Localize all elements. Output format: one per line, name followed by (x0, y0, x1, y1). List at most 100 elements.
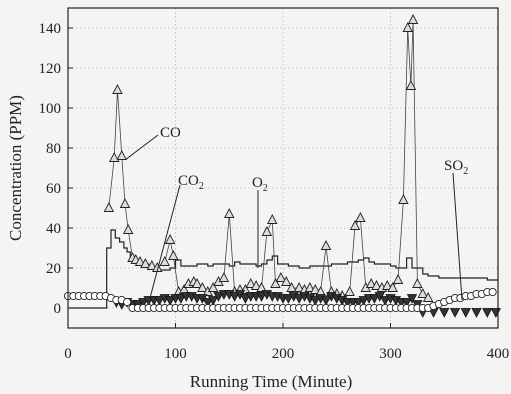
triangle-up-point (119, 198, 131, 208)
x-tick-label: 0 (64, 346, 72, 362)
triangle-down-point (164, 296, 176, 306)
triangle-up-point (250, 280, 262, 290)
triangle-down-point (320, 296, 332, 306)
triangle-up-point (320, 240, 332, 250)
triangle-up-point (116, 150, 127, 160)
annotation-label: CO2 (178, 173, 204, 192)
triangle-down-point (482, 308, 493, 318)
x-tick-label: 300 (379, 346, 402, 362)
triangle-down-point (471, 308, 482, 318)
series-layer (63, 14, 502, 318)
triangle-down-point (401, 298, 412, 308)
tick-labels: 0 20 40 60 80 100 120 140 0 100 200 300 400 (39, 21, 510, 362)
triangle-up-point (398, 194, 409, 204)
annotation-arrow (452, 172, 463, 301)
triangle-up-point (392, 274, 404, 284)
triangle-up-point (224, 208, 235, 218)
annotations: CO CO2 O2 SO2 (124, 125, 468, 301)
triangle-up-point (371, 280, 382, 290)
triangle-up-point (304, 282, 316, 292)
triangle-down-point (439, 308, 450, 318)
triangle-up-point (103, 202, 115, 212)
triangle-up-point (349, 220, 361, 230)
annotation-label: CO (160, 125, 181, 141)
triangle-up-point (112, 84, 123, 94)
triangle-up-point (286, 282, 297, 292)
x-tick-label: 400 (487, 346, 510, 362)
triangle-down-point (310, 296, 321, 306)
triangle-up-point (387, 282, 398, 292)
triangle-down-point (293, 294, 305, 304)
triangle-up-point (405, 80, 417, 90)
x-axis-title: Running Time (Minute) (190, 372, 352, 391)
triangle-down-point (449, 308, 461, 318)
triangle-up-point (134, 256, 146, 266)
triangle-up-point (218, 272, 230, 282)
triangle-down-point (256, 292, 267, 302)
triangle-down-point (240, 294, 251, 304)
annotation-label: SO2 (444, 158, 468, 177)
triangle-up-point (245, 278, 256, 288)
triangle-up-point (146, 260, 158, 270)
triangle-down-point (369, 294, 380, 304)
triangle-up-point (407, 14, 419, 24)
triangle-up-point (122, 224, 134, 234)
triangle-up-point (365, 278, 377, 288)
triangle-up-point (267, 214, 278, 224)
y-tick-label: 120 (39, 61, 62, 77)
circle-point (123, 297, 132, 307)
triangle-up-point (402, 22, 413, 32)
triangle-up-point (344, 286, 355, 296)
triangle-up-point (270, 278, 281, 288)
triangle-down-point (213, 292, 224, 302)
triangle-up-point (293, 282, 305, 292)
triangle-down-point (406, 294, 418, 304)
triangle-up-point (412, 278, 423, 288)
y-tick-label: 20 (46, 261, 61, 277)
triangle-up-point (275, 272, 287, 282)
triangle-down-point (460, 308, 471, 318)
triangle-down-point (353, 298, 364, 308)
triangle-down-point (154, 296, 165, 306)
triangle-down-point (358, 296, 369, 306)
y-tick-label: 80 (46, 141, 61, 157)
triangle-up-point (164, 234, 176, 244)
triangle-down-point (283, 294, 294, 304)
y-tick-label: 60 (46, 181, 61, 197)
y-tick-label: 140 (39, 21, 62, 37)
x-tick-label: 100 (164, 346, 187, 362)
y-tick-label: 0 (54, 301, 62, 317)
triangle-up-point (108, 152, 120, 162)
triangle-up-point (382, 280, 393, 290)
triangle-down-point (175, 294, 187, 304)
annotation-arrow (149, 184, 181, 299)
triangle-up-point (159, 256, 170, 266)
triangle-up-point (168, 250, 179, 260)
triangle-up-point (280, 276, 292, 286)
triangle-up-point (207, 282, 219, 292)
y-tick-label: 100 (39, 101, 62, 117)
circle-point (488, 287, 497, 297)
triangle-down-point (490, 308, 502, 318)
triangle-up-point (310, 284, 321, 294)
annotation-arrow (124, 134, 159, 161)
series-triangle-up (103, 14, 434, 302)
triangle-up-point (191, 278, 203, 288)
triangle-up-point (417, 288, 428, 298)
annotation-label: O2 (252, 175, 268, 194)
series-circle (63, 287, 497, 313)
y-tick-label: 40 (46, 221, 61, 237)
triangle-up-point (355, 212, 366, 222)
triangle-down-point (202, 298, 213, 308)
triangle-up-point (261, 226, 273, 236)
triangle-up-point (197, 282, 208, 292)
triangle-up-point (140, 258, 151, 268)
triangle-down-point (229, 292, 240, 302)
x-tick-label: 200 (272, 346, 295, 362)
triangle-down-point (138, 298, 149, 308)
triangle-up-point (422, 292, 434, 302)
series-path (108, 19, 429, 299)
triangle-down-point (207, 296, 219, 306)
triangle-up-point (256, 282, 267, 292)
triangle-down-point (379, 296, 391, 306)
